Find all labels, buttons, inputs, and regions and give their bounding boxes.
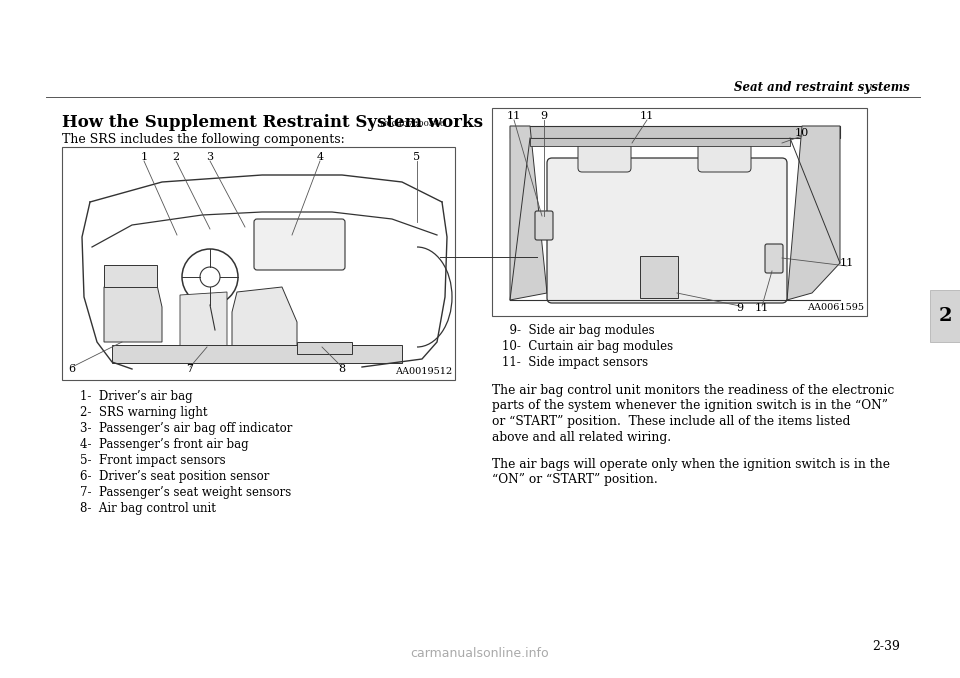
Text: 11: 11 — [840, 258, 854, 268]
Text: carmanualsonline.info: carmanualsonline.info — [411, 647, 549, 660]
Text: 10-  Curtain air bag modules: 10- Curtain air bag modules — [502, 340, 673, 353]
FancyBboxPatch shape — [765, 244, 783, 273]
Text: 3: 3 — [206, 152, 213, 162]
Text: The SRS includes the following components:: The SRS includes the following component… — [62, 133, 345, 146]
Text: above and all related wiring.: above and all related wiring. — [492, 431, 671, 443]
FancyBboxPatch shape — [535, 211, 553, 240]
Text: 3-  Passenger’s air bag off indicator: 3- Passenger’s air bag off indicator — [80, 422, 293, 435]
Text: 6-  Driver’s seat position sensor: 6- Driver’s seat position sensor — [80, 470, 270, 483]
Text: or “START” position.  These include all of the items listed: or “START” position. These include all o… — [492, 415, 851, 428]
FancyBboxPatch shape — [547, 158, 787, 303]
Polygon shape — [510, 126, 547, 300]
Text: 7-  Passenger’s seat weight sensors: 7- Passenger’s seat weight sensors — [80, 486, 291, 499]
FancyBboxPatch shape — [698, 142, 751, 172]
FancyBboxPatch shape — [578, 142, 631, 172]
Bar — [492, 108, 867, 316]
Text: How the Supplement Restraint System works: How the Supplement Restraint System work… — [62, 114, 483, 131]
Polygon shape — [104, 285, 162, 342]
Text: 9: 9 — [540, 111, 547, 121]
Text: 11-  Side impact sensors: 11- Side impact sensors — [502, 356, 648, 369]
Text: “ON” or “START” position.: “ON” or “START” position. — [492, 473, 658, 487]
Text: 11: 11 — [507, 111, 521, 121]
Polygon shape — [787, 126, 840, 300]
Text: 10: 10 — [795, 128, 809, 138]
Text: AA0061595: AA0061595 — [807, 303, 864, 312]
Text: 5: 5 — [414, 152, 420, 162]
Text: 11: 11 — [755, 303, 769, 313]
Bar — [104, 265, 157, 287]
Text: 4-  Passenger’s front air bag: 4- Passenger’s front air bag — [80, 438, 249, 451]
Bar — [640, 256, 678, 298]
Polygon shape — [180, 292, 227, 347]
Text: 1: 1 — [140, 152, 148, 162]
Text: parts of the system whenever the ignition switch is in the “ON”: parts of the system whenever the ignitio… — [492, 399, 888, 412]
Bar — [510, 126, 840, 138]
Text: 8-  Air bag control unit: 8- Air bag control unit — [80, 502, 216, 515]
Text: 5-  Front impact sensors: 5- Front impact sensors — [80, 454, 226, 467]
Text: 1-  Driver’s air bag: 1- Driver’s air bag — [80, 390, 193, 403]
Text: AA0019512: AA0019512 — [395, 367, 452, 376]
Text: 9-  Side air bag modules: 9- Side air bag modules — [502, 324, 655, 337]
Text: 2-39: 2-39 — [872, 640, 900, 653]
Text: 2: 2 — [938, 307, 951, 325]
Text: 6: 6 — [68, 364, 76, 374]
Text: The air bags will operate only when the ignition switch is in the: The air bags will operate only when the … — [492, 458, 890, 471]
Text: 8: 8 — [339, 364, 346, 374]
Text: 2: 2 — [173, 152, 180, 162]
Bar — [297, 342, 352, 354]
Polygon shape — [232, 287, 297, 362]
Text: The air bag control unit monitors the readiness of the electronic: The air bag control unit monitors the re… — [492, 384, 895, 397]
Bar — [62, 147, 455, 380]
Bar — [112, 345, 402, 363]
Text: 4: 4 — [317, 152, 324, 162]
Text: 11: 11 — [640, 111, 654, 121]
Bar — [930, 290, 960, 342]
FancyBboxPatch shape — [254, 219, 345, 270]
Bar — [530, 138, 790, 146]
Text: Seat and restraint systems: Seat and restraint systems — [734, 81, 910, 94]
Text: 7: 7 — [186, 364, 194, 374]
Text: N00407800346: N00407800346 — [380, 120, 446, 128]
Text: 9: 9 — [736, 303, 744, 313]
Text: 2-  SRS warning light: 2- SRS warning light — [80, 406, 207, 419]
